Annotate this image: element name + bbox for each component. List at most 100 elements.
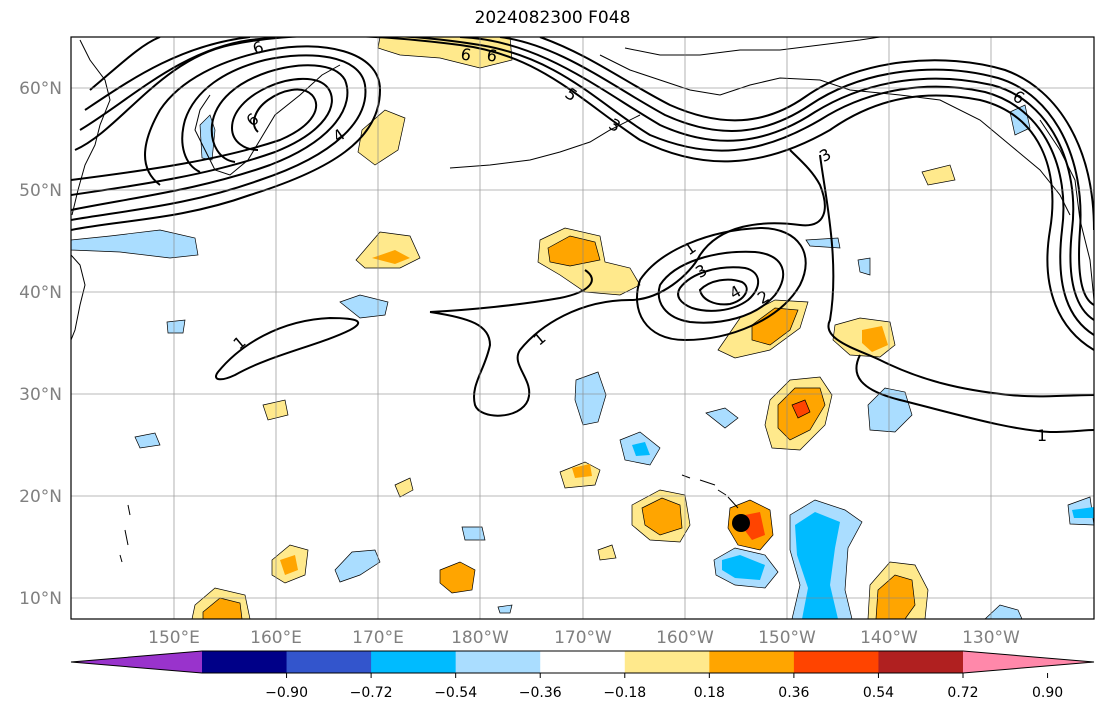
contour-line — [71, 88, 318, 181]
colorbar-tick-label: 0.54 — [863, 685, 894, 701]
anomaly-positive-region — [262, 399, 289, 421]
contour-line — [71, 45, 382, 231]
lat-label: 10°N — [19, 589, 62, 609]
contour-label: 6 — [459, 44, 472, 64]
anomaly-positive-region — [355, 231, 421, 269]
anomaly-negative-region — [166, 319, 186, 334]
colorbar-tick-labels: −0.90 −0.72 −0.54 −0.36 −0.18 0.18 0.36 0.54 0.7… — [265, 673, 1063, 701]
lat-label: 40°N — [19, 283, 62, 303]
colorbar-segment — [455, 651, 541, 673]
colorbar-tick-label: −0.18 — [603, 685, 646, 701]
contour-label: 3 — [816, 144, 834, 166]
anomaly-negative-region — [1072, 507, 1094, 518]
colorbar-tick-label: −0.90 — [265, 685, 308, 701]
coastlines — [71, 37, 1094, 563]
colorbar-tick-label: −0.72 — [350, 685, 393, 701]
lon-label: 140°W — [860, 628, 918, 648]
anomaly-negative-region — [339, 294, 389, 319]
colorbar — [70, 650, 1095, 674]
contour-line — [71, 64, 349, 211]
colorbar-segment — [878, 651, 964, 673]
contour-line — [855, 354, 1094, 434]
contour-line — [79, 37, 1094, 336]
colorbar-segment — [202, 651, 288, 673]
lat-label: 30°N — [19, 385, 62, 405]
lon-label: 170°W — [554, 628, 612, 648]
gridlines — [71, 37, 1094, 619]
anomaly-shading — [71, 37, 1094, 619]
coastline-siberia — [71, 39, 111, 216]
anomaly-negative-region — [857, 257, 871, 276]
colorbar-extension-low — [71, 651, 202, 673]
contour-line — [636, 226, 807, 342]
anomaly-negative-region — [984, 604, 1023, 619]
lon-label: 180°W — [451, 628, 509, 648]
contour-line — [89, 37, 1094, 306]
colorbar-tick-label: −0.54 — [434, 685, 477, 701]
contour-label: 6 — [242, 109, 262, 130]
lon-label: 170°E — [352, 628, 404, 648]
anomaly-positive-region — [875, 574, 916, 619]
coastline-kamchatka — [194, 64, 341, 176]
contour-line — [74, 37, 1094, 351]
contour-line — [84, 37, 1094, 321]
anomaly-negative-region — [497, 604, 513, 614]
coastline-canada — [1039, 119, 1094, 301]
lon-label: 130°W — [962, 628, 1020, 648]
contour-line — [819, 154, 1094, 398]
coastline-alaska-north — [624, 37, 881, 56]
anomaly-positive-region — [862, 326, 888, 352]
lon-label: 150°W — [758, 628, 816, 648]
contour-label: 1 — [229, 332, 249, 353]
lon-label: 150°E — [148, 628, 200, 648]
map-frame — [70, 36, 1095, 620]
contour-line — [429, 149, 826, 417]
anomaly-positive-region — [791, 399, 811, 419]
contour-line — [698, 278, 748, 306]
anomaly-negative-region — [134, 432, 161, 449]
isotach-contours — [71, 37, 1094, 434]
anomaly-positive-region — [921, 164, 956, 186]
anomaly-negative-region — [805, 237, 841, 249]
anomaly-negative-region — [795, 512, 840, 619]
lat-label: 50°N — [19, 181, 62, 201]
anomaly-negative-region — [71, 229, 199, 259]
contour-label: 4 — [329, 125, 348, 146]
colorbar-segment — [793, 651, 879, 673]
anomaly-negative-region — [461, 526, 486, 541]
colorbar-tick-label: 0.36 — [778, 685, 809, 701]
anomaly-negative-region — [334, 549, 381, 583]
anomaly-positive-region — [357, 109, 406, 166]
contour-line — [215, 316, 360, 381]
contour-label: 1 — [1037, 426, 1047, 445]
contour-line — [539, 37, 1094, 231]
colorbar-tick-label: 0.18 — [694, 685, 725, 701]
lat-labels: 60°N 50°N 40°N 30°N 20°N 10°N — [19, 79, 62, 609]
lon-labels: 150°E 160°E 170°E 180°W 170°W 160°W 150°… — [148, 628, 1020, 648]
anomaly-positive-region — [280, 555, 298, 575]
contour-line — [677, 266, 760, 312]
colorbar-segment — [286, 651, 372, 673]
anomaly-positive-region — [439, 561, 476, 594]
colorbar-outline — [70, 650, 1095, 674]
contour-label: 1 — [529, 328, 549, 349]
coastline-islands — [119, 504, 131, 563]
anomaly-negative-region — [574, 371, 607, 426]
colorbar-tick-label: 0.90 — [1032, 685, 1063, 701]
contour-label: 6 — [485, 45, 498, 65]
coastline-aleutians — [449, 114, 641, 169]
colorbar-segment — [371, 651, 457, 673]
lat-label: 20°N — [19, 487, 62, 507]
anomaly-positive-region — [572, 464, 592, 478]
anomaly-positive-region — [202, 597, 243, 619]
anomaly-positive-region — [394, 477, 414, 498]
anomaly-negative-region — [632, 442, 650, 456]
storm-center-marker — [732, 514, 750, 532]
coastline-alaska — [599, 54, 1071, 216]
lat-label: 60°N — [19, 79, 62, 99]
lon-label: 160°W — [656, 628, 714, 648]
colorbar-segment — [624, 651, 710, 673]
anomaly-negative-region — [867, 387, 913, 433]
colorbar-tick-label: −0.36 — [519, 685, 562, 701]
contour-line — [657, 250, 785, 324]
